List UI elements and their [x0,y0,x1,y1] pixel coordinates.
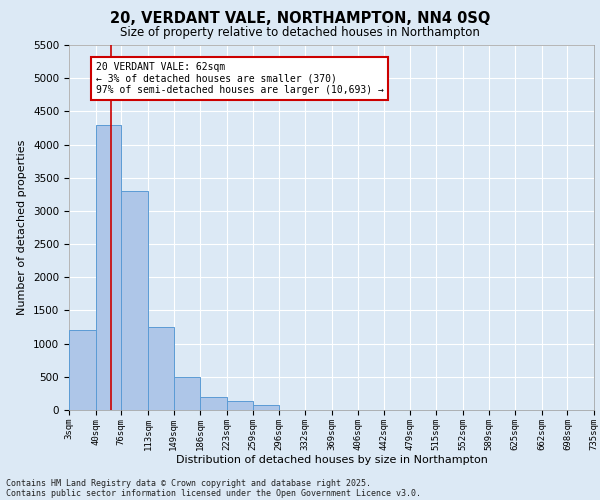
Bar [95,124,121,410]
Bar [253,404,279,410]
Bar [200,396,227,410]
X-axis label: Distribution of detached houses by size in Northampton: Distribution of detached houses by size … [176,456,487,466]
Bar [227,402,253,410]
Bar [148,327,174,410]
Text: Size of property relative to detached houses in Northampton: Size of property relative to detached ho… [120,26,480,39]
Bar [174,377,200,410]
Bar [69,330,95,410]
Text: Contains public sector information licensed under the Open Government Licence v3: Contains public sector information licen… [6,488,421,498]
Text: 20, VERDANT VALE, NORTHAMPTON, NN4 0SQ: 20, VERDANT VALE, NORTHAMPTON, NN4 0SQ [110,11,490,26]
Text: Contains HM Land Registry data © Crown copyright and database right 2025.: Contains HM Land Registry data © Crown c… [6,478,371,488]
Bar [121,191,148,410]
Y-axis label: Number of detached properties: Number of detached properties [17,140,28,315]
Text: 20 VERDANT VALE: 62sqm
← 3% of detached houses are smaller (370)
97% of semi-det: 20 VERDANT VALE: 62sqm ← 3% of detached … [95,62,383,95]
